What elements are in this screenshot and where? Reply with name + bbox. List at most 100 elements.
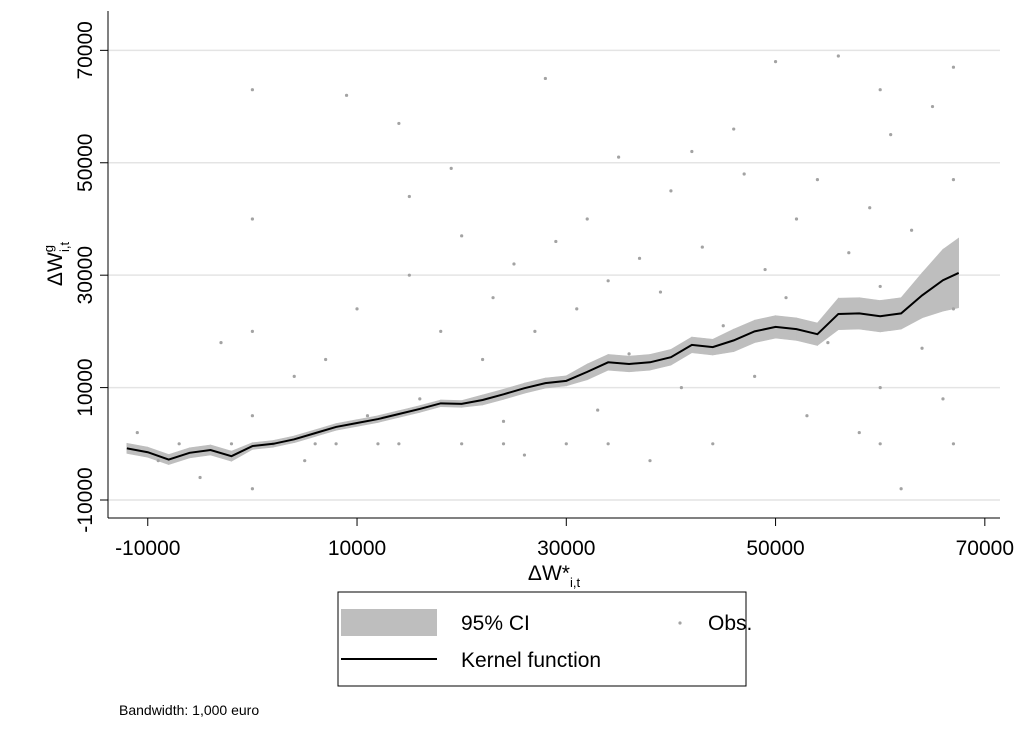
observation — [418, 397, 422, 401]
ci-segment — [942, 237, 959, 312]
y-tick-label: 30000 — [74, 246, 97, 304]
observation — [522, 453, 527, 457]
observation — [554, 239, 558, 244]
observation — [407, 194, 411, 199]
observation — [658, 290, 663, 294]
observation — [355, 307, 359, 311]
x-tick-label: 10000 — [328, 537, 386, 560]
legend-swatch — [678, 621, 682, 625]
observation — [920, 346, 924, 350]
observation — [857, 430, 861, 435]
observation — [439, 329, 443, 333]
observation — [878, 284, 882, 289]
observation — [617, 155, 621, 159]
kernel-line — [126, 272, 960, 461]
observation — [826, 341, 830, 345]
x-tick-label: 50000 — [746, 537, 804, 560]
observation — [711, 442, 715, 446]
observation — [606, 279, 610, 283]
observation — [637, 256, 642, 260]
observation — [292, 374, 296, 378]
observation — [606, 442, 610, 446]
legend-label: Kernel function — [461, 649, 601, 672]
observation — [847, 251, 851, 255]
y-tick-label: 70000 — [74, 21, 97, 79]
x-tick-label: 70000 — [956, 537, 1014, 560]
observation — [250, 88, 254, 92]
observation — [951, 178, 956, 182]
observation — [773, 59, 778, 64]
observation — [575, 307, 579, 311]
legend-label: Obs. — [708, 612, 752, 635]
observation — [679, 385, 683, 390]
observation — [627, 352, 631, 356]
observation — [460, 442, 464, 446]
observation — [501, 419, 506, 423]
observation — [365, 414, 370, 418]
legend: 95% CI Obs. Kernel function — [337, 591, 752, 687]
observation — [742, 172, 746, 176]
observation — [763, 267, 767, 272]
note: Bandwidth: 1,000 euro — [119, 702, 259, 718]
observation — [732, 127, 736, 131]
x-axis-title: ΔW*i,t — [528, 562, 581, 590]
y-title-sub: i,t — [57, 242, 72, 253]
observation — [449, 166, 453, 170]
observation — [324, 357, 328, 362]
x-title-sub: i,t — [570, 575, 581, 590]
observation — [721, 324, 725, 328]
observation — [407, 273, 411, 277]
observation — [512, 262, 516, 266]
y-title-base: ΔW — [44, 252, 67, 286]
observation — [376, 442, 380, 446]
observation — [889, 133, 893, 137]
observation — [564, 442, 568, 446]
y-tick-label: -10000 — [74, 467, 97, 532]
observation — [229, 442, 234, 446]
observation — [669, 189, 673, 193]
observation — [543, 76, 547, 81]
observation — [135, 430, 139, 435]
observation — [951, 307, 956, 311]
observation — [836, 54, 840, 58]
observation — [909, 228, 914, 232]
observation — [878, 442, 882, 446]
observation — [585, 217, 589, 221]
observation — [313, 442, 317, 446]
observation — [198, 475, 202, 480]
legend-box — [337, 591, 747, 687]
x-tick-label: -10000 — [115, 537, 180, 560]
observation — [480, 357, 485, 362]
observation — [533, 329, 537, 333]
kernel-line — [126, 272, 960, 461]
observation — [156, 459, 160, 463]
observation — [397, 442, 401, 446]
observation — [334, 442, 338, 446]
y-axis-title: ΔWgi,t — [41, 242, 72, 287]
observation — [501, 442, 506, 446]
observation — [784, 296, 788, 300]
observation — [700, 245, 704, 249]
x-title-base: ΔW* — [528, 562, 570, 585]
observation — [491, 296, 495, 300]
observation — [596, 408, 600, 412]
legend-swatch — [341, 609, 437, 636]
grid — [108, 49, 1000, 501]
observation — [878, 88, 882, 92]
observation — [794, 217, 799, 221]
y-title-sup: g — [41, 245, 56, 252]
observation — [878, 385, 882, 390]
observation — [460, 234, 464, 238]
observation — [177, 442, 181, 446]
observation — [951, 65, 956, 69]
observation — [899, 487, 903, 491]
observation — [219, 341, 223, 345]
observation — [250, 329, 254, 333]
observation — [250, 414, 254, 418]
observation — [815, 178, 820, 182]
observation — [303, 459, 307, 463]
observation — [648, 459, 652, 463]
observation — [941, 397, 945, 401]
y-tick-label: 50000 — [74, 134, 97, 192]
observation — [868, 206, 872, 210]
